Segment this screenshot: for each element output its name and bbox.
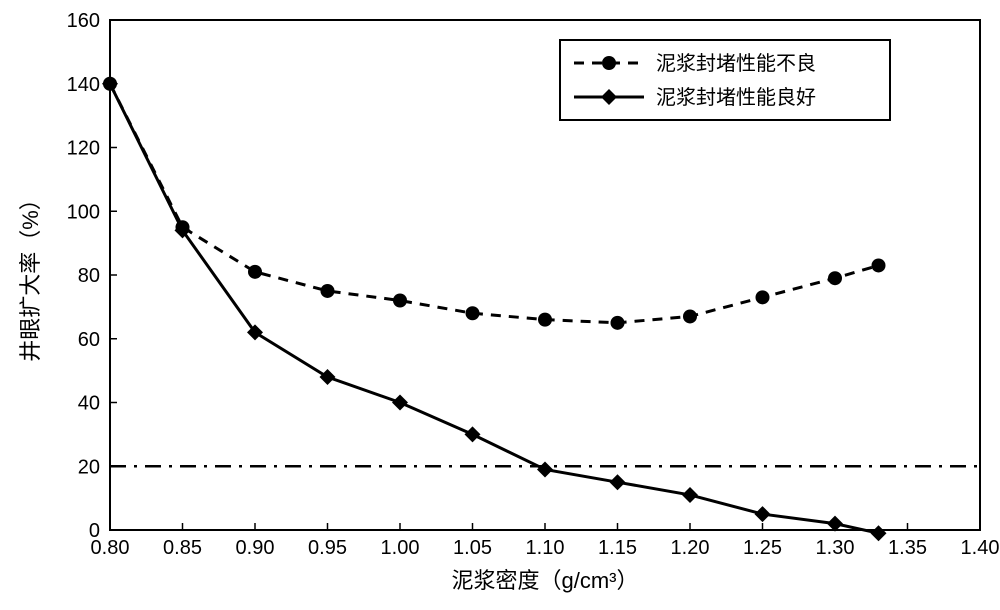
series-good-marker	[392, 395, 408, 411]
series-poor-marker	[538, 313, 552, 327]
y-tick-label: 20	[78, 456, 100, 478]
series-good-marker	[102, 76, 118, 92]
series-good-marker	[320, 369, 336, 385]
series-good-marker	[610, 474, 626, 490]
y-axis-title: 井眼扩大率（%）	[18, 188, 43, 362]
series-good-marker	[537, 461, 553, 477]
x-tick-label: 0.85	[163, 537, 202, 559]
x-tick-label: 1.00	[381, 537, 420, 559]
series-poor-marker	[756, 290, 770, 304]
x-tick-label: 1.15	[598, 537, 637, 559]
series-poor-marker	[828, 271, 842, 285]
series-poor-marker	[683, 309, 697, 323]
x-tick-label: 1.40	[961, 537, 1000, 559]
legend-good-label: 泥浆封堵性能良好	[656, 86, 816, 109]
y-tick-label: 0	[89, 520, 100, 542]
x-tick-label: 1.25	[743, 537, 782, 559]
series-poor-marker	[611, 316, 625, 330]
legend-good-marker	[601, 89, 617, 105]
x-tick-label: 1.35	[888, 537, 927, 559]
x-tick-label: 0.90	[236, 537, 275, 559]
y-tick-label: 120	[67, 138, 100, 160]
legend-poor-label: 泥浆封堵性能不良	[656, 52, 816, 75]
x-tick-label: 1.05	[453, 537, 492, 559]
y-tick-label: 160	[67, 10, 100, 32]
y-tick-label: 80	[78, 265, 100, 287]
series-good-marker	[755, 506, 771, 522]
series-good-marker	[465, 426, 481, 442]
series-poor-marker	[872, 258, 886, 272]
chart-container: 0.800.850.900.951.001.051.101.151.201.25…	[0, 0, 1000, 610]
series-poor-marker	[393, 294, 407, 308]
y-tick-label: 40	[78, 393, 100, 415]
x-tick-label: 1.10	[526, 537, 565, 559]
x-axis-title: 泥浆密度（g/cm³）	[451, 568, 638, 593]
series-good-marker	[682, 487, 698, 503]
x-tick-label: 1.20	[671, 537, 710, 559]
x-tick-label: 1.30	[816, 537, 855, 559]
y-tick-label: 140	[67, 74, 100, 96]
series-poor-marker	[248, 265, 262, 279]
series-poor-marker	[466, 306, 480, 320]
chart-svg: 0.800.850.900.951.001.051.101.151.201.25…	[0, 0, 1000, 610]
series-poor-marker	[321, 284, 335, 298]
legend-poor-marker	[602, 56, 616, 70]
x-tick-label: 0.95	[308, 537, 347, 559]
y-tick-label: 60	[78, 329, 100, 351]
y-tick-label: 100	[67, 201, 100, 223]
series-good-marker	[871, 525, 887, 541]
